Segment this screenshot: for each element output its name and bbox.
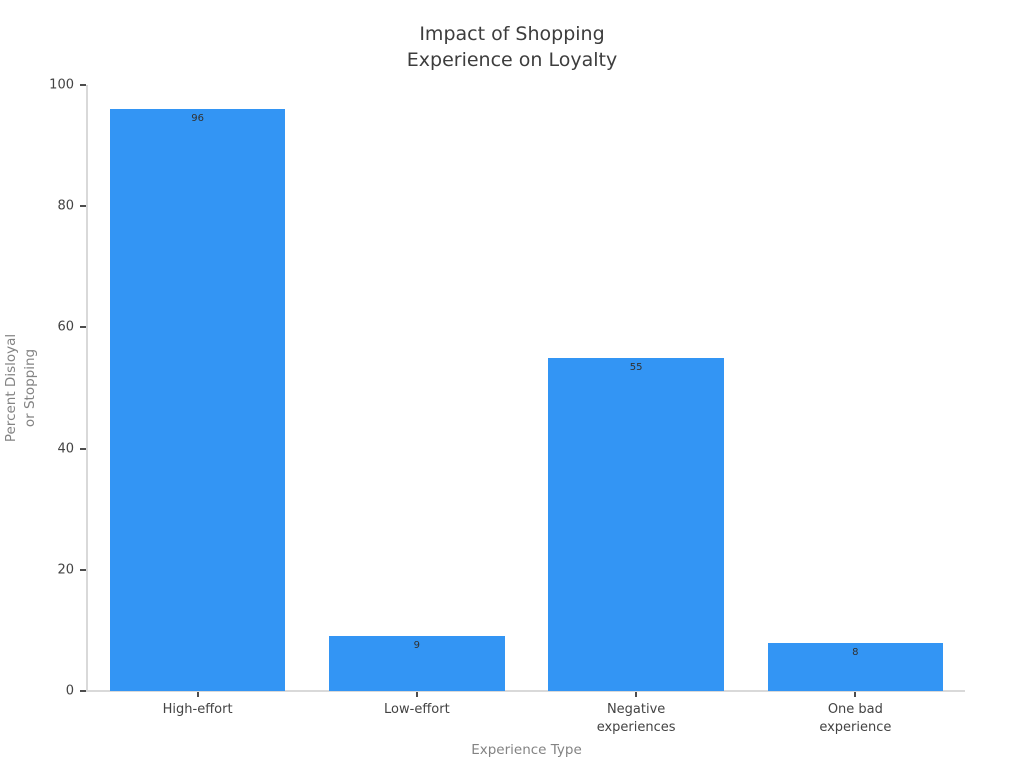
y-tick-mark bbox=[80, 447, 86, 450]
x-axis-line bbox=[86, 690, 965, 692]
chart-title: Impact of Shopping Experience on Loyalty bbox=[406, 23, 618, 71]
bar-one-bad-experience bbox=[767, 642, 944, 691]
x-tick-label: High-effort bbox=[162, 702, 233, 717]
y-tick-mark bbox=[80, 205, 86, 208]
x-tick-label: Negative experiences bbox=[596, 702, 676, 735]
bar-value-label: 55 bbox=[629, 361, 643, 373]
x-tick-label: One bad experience bbox=[819, 702, 892, 735]
y-tick-label: 100 bbox=[49, 77, 74, 93]
y-tick-mark bbox=[80, 568, 86, 571]
y-tick-label: 20 bbox=[57, 562, 74, 578]
x-tick-mark bbox=[854, 692, 857, 697]
y-tick-mark bbox=[80, 84, 86, 86]
x-axis-title: Experience Type bbox=[471, 742, 582, 758]
y-tick-label: 0 bbox=[65, 683, 74, 699]
x-tick-mark bbox=[635, 692, 638, 697]
bar-value-label: 96 bbox=[191, 113, 204, 125]
plot-area: 0 20 40 60 80 100 96 High-effort 9 Low-effort 55 Ne… bbox=[49, 78, 965, 735]
y-axis-title: Percent Disloyal or Stopping bbox=[3, 333, 38, 443]
y-tick-mark bbox=[80, 690, 86, 692]
y-tick-label: 40 bbox=[57, 441, 74, 457]
bar-low-effort bbox=[329, 636, 505, 691]
x-tick-label: Low-effort bbox=[384, 702, 450, 717]
bar-negative-experiences bbox=[548, 357, 724, 691]
bar-high-effort bbox=[109, 109, 286, 691]
x-tick-mark bbox=[196, 692, 199, 697]
y-tick-label: 60 bbox=[57, 319, 74, 335]
y-tick-label: 80 bbox=[57, 198, 74, 214]
y-tick-mark bbox=[80, 326, 86, 329]
x-tick-mark bbox=[415, 692, 418, 697]
bar-value-label: 8 bbox=[852, 646, 859, 658]
bar-value-label: 9 bbox=[413, 640, 421, 652]
y-axis-line bbox=[86, 85, 88, 691]
